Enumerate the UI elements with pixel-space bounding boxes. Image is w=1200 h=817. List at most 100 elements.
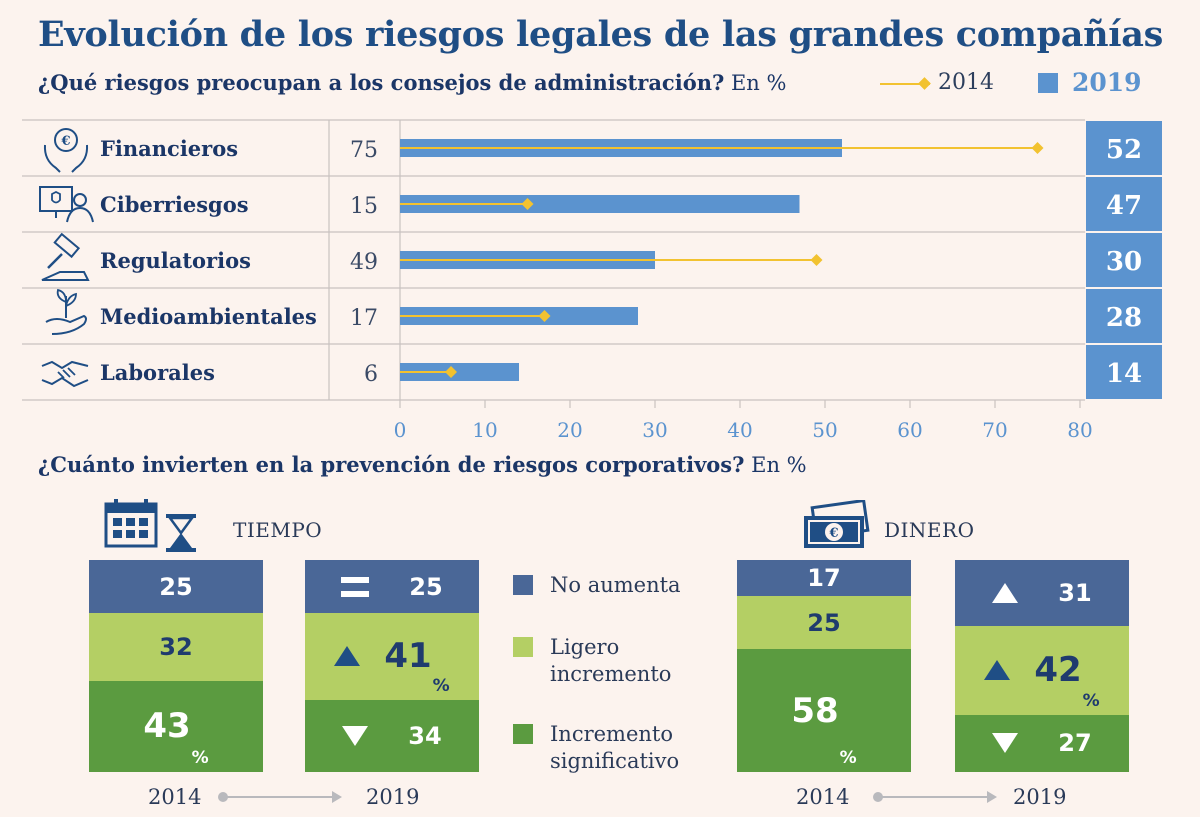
triangle-down-icon: [342, 725, 369, 746]
cyber-person-icon: [39, 186, 94, 223]
segment-value: 25: [807, 608, 841, 637]
tick-label: 80: [1067, 418, 1092, 442]
arrow-line: [877, 796, 987, 798]
value-2014-label: 75: [350, 138, 378, 163]
handshake-icon: [41, 360, 89, 388]
chart-grid: [22, 119, 1085, 401]
stack-segment-no-aumenta: 17: [737, 560, 911, 597]
year-label-tiempo-2014: 2014: [148, 785, 202, 809]
arrow-right-icon: [332, 791, 342, 803]
stack-dinero-2019: 31 42% 27: [955, 560, 1129, 772]
equal-icon: [341, 576, 370, 597]
risk-bar-chart: € Financieros 75 52 Ciberriesgos 15 47 Regulato…: [22, 119, 1162, 442]
value-2019-box: [1086, 233, 1162, 287]
calendar-hourglass-icon: [104, 499, 196, 552]
segment-value: 25: [159, 572, 193, 601]
segment-value: 32: [159, 632, 193, 661]
section-label-dinero: DINERO: [884, 518, 975, 542]
stack-segment-no-aumenta: 31: [955, 560, 1129, 626]
category-label: Medioambientales: [100, 304, 317, 329]
bar-row-ciberriesgos: Ciberriesgos 15 47: [39, 177, 1162, 231]
legend-ligero-label: Ligero incremento: [550, 635, 672, 686]
stack-dinero-2014: 17 25 58%: [737, 560, 911, 772]
stack-segment-significativo: 27: [955, 714, 1129, 772]
value-2019-box: [1086, 177, 1162, 231]
segment-value: 42: [1034, 650, 1082, 691]
svg-text:€: €: [60, 134, 70, 149]
arrow-line: [222, 796, 332, 798]
money-hands-icon: €: [43, 128, 89, 173]
year-label-dinero-2014: 2014: [796, 785, 850, 809]
value-2019-label: 30: [1106, 247, 1142, 277]
tick-label: 70: [982, 418, 1007, 442]
diamond-2014: [538, 310, 551, 322]
legend-significativo-swatch: [513, 724, 533, 744]
legend-no-aumenta-swatch: [513, 575, 533, 595]
triangle-up-icon: [992, 582, 1019, 603]
tick-label: 50: [812, 418, 837, 442]
value-2019-label: 14: [1106, 359, 1142, 389]
stack-segment-ligero: 32: [89, 613, 263, 681]
category-label: Laborales: [100, 360, 215, 385]
triangle-up-icon: [984, 660, 1011, 681]
bar-2019: [400, 363, 519, 381]
diamond-2014: [810, 254, 823, 266]
value-2014-label: 49: [350, 250, 378, 275]
segment-value: 41: [384, 636, 432, 677]
segment-value: 34: [408, 721, 442, 750]
legend-2019-label: 2019: [1072, 68, 1142, 97]
stack-segment-significativo: 34: [305, 699, 479, 772]
stack-segment-no-aumenta: 25: [89, 560, 263, 613]
year-label-tiempo-2019: 2019: [366, 785, 420, 809]
diamond-2014: [1031, 142, 1044, 154]
tick-label: 40: [727, 418, 752, 442]
category-label: Ciberriesgos: [100, 192, 249, 217]
stack-segment-no-aumenta: 25: [305, 560, 479, 613]
diamond-2014: [445, 366, 457, 378]
segment-percent-sign: %: [432, 675, 450, 696]
bar-row-medioambientales: Medioambientales 17 28: [45, 288, 1162, 343]
bar-row-regulatorios: Regulatorios 49 30: [41, 232, 1162, 287]
x-axis-ticks: 0 10 20 30 40 50 60 70 80: [394, 400, 1093, 442]
value-2014-label: 6: [364, 362, 378, 387]
value-2019-box: [1086, 345, 1162, 399]
value-2019-box: [1086, 289, 1162, 343]
bar-row-financieros: € Financieros 75 52: [43, 121, 1162, 175]
legend-2014-line: [880, 83, 930, 85]
segment-value: 43: [143, 706, 191, 747]
segment-value: 31: [1058, 578, 1092, 607]
plant-hand-icon: [45, 288, 87, 335]
segment-percent-sign: %: [1082, 690, 1100, 711]
legend-significativo-label: Incremento significativo: [550, 722, 680, 773]
tick-label: 20: [557, 418, 582, 442]
segment-value: 27: [1058, 729, 1092, 758]
year-label-dinero-2019: 2019: [1013, 785, 1067, 809]
arrow-right-icon: [987, 791, 997, 803]
stack-tiempo-2019: 25 41% 34: [305, 560, 479, 772]
value-2014-label: 17: [350, 306, 378, 331]
category-label: Regulatorios: [100, 248, 251, 273]
segment-percent-sign: %: [839, 747, 857, 768]
value-2019-label: 28: [1106, 303, 1142, 333]
segment-percent-sign: %: [191, 747, 209, 768]
tick-label: 10: [472, 418, 497, 442]
triangle-up-icon: [334, 646, 361, 667]
section-label-tiempo: TIEMPO: [233, 518, 323, 542]
hourglass-icon: [166, 514, 196, 552]
bar-2019: [400, 195, 800, 213]
legend-no-aumenta-label: No aumenta: [550, 573, 681, 597]
stack-tiempo-2014: 25 32 43%: [89, 560, 263, 772]
segment-value: 25: [409, 572, 443, 601]
stack-segment-ligero: 42%: [955, 625, 1129, 715]
value-2014-label: 15: [350, 194, 378, 219]
stack-segment-significativo: 43%: [89, 680, 263, 772]
subtitle-risks: ¿Qué riesgos preocupan a los consejos de…: [38, 70, 787, 95]
segment-value: 17: [807, 564, 841, 593]
legend-2014-label: 2014: [938, 70, 994, 95]
triangle-down-icon: [992, 733, 1019, 754]
tick-label: 60: [897, 418, 922, 442]
gavel-icon: [41, 232, 90, 281]
legend-top: 2014 2019: [880, 68, 1170, 100]
bar-row-laborales: Laborales 6 14: [41, 345, 1162, 399]
value-2019-label: 52: [1106, 135, 1142, 165]
